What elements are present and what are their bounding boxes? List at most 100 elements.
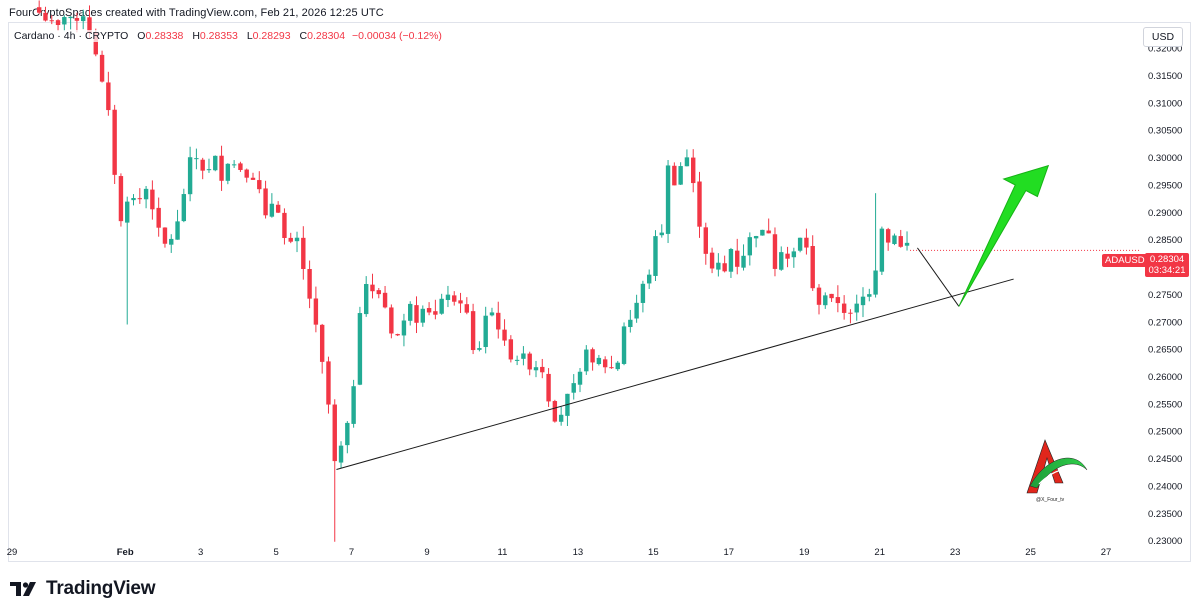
price-tick-label: 0.26000 — [1148, 372, 1182, 383]
candle-up — [797, 237, 803, 251]
candle-down — [43, 12, 48, 21]
candle-up — [571, 383, 576, 393]
time-tick-label: 19 — [799, 547, 810, 558]
candle-up — [741, 255, 746, 268]
candle-down — [36, 7, 42, 13]
price-tick-label: 0.24000 — [1148, 481, 1182, 492]
candle-down — [370, 284, 375, 292]
candle-up — [854, 303, 859, 313]
candle-up — [445, 294, 451, 300]
candle-down — [307, 269, 312, 299]
change-value: −0.00034 (−0.12%) — [352, 30, 442, 42]
candle-down — [250, 177, 256, 180]
price-tick-label: 0.30000 — [1148, 153, 1182, 164]
candle-up — [187, 157, 193, 195]
tradingview-brand[interactable]: TradingView — [10, 578, 156, 600]
candle-up — [678, 166, 683, 185]
price-tick-label: 0.30500 — [1148, 126, 1182, 137]
candle-down — [672, 165, 677, 186]
candle-down — [458, 300, 463, 304]
candle-down — [275, 204, 281, 213]
exchange-label: CRYPTO — [84, 30, 129, 42]
time-axis[interactable]: 29 Feb 3 5 7 9 11 13 15 17 19 21 23 25 27 — [7, 547, 1112, 558]
candle-up — [401, 320, 407, 336]
candle-down — [93, 32, 98, 55]
candle-down — [816, 287, 822, 305]
candle-up — [439, 298, 444, 314]
candle-up — [577, 371, 583, 385]
candle-up — [175, 221, 180, 240]
currency-button[interactable]: USD — [1143, 27, 1183, 47]
candle-down — [156, 207, 161, 228]
candle-down — [829, 293, 834, 299]
candle-up — [533, 367, 539, 371]
candle-down — [785, 253, 790, 259]
logo-swoosh-tail — [1038, 468, 1082, 485]
projection-line — [917, 247, 960, 307]
candle-up — [294, 237, 300, 242]
candle-up — [169, 238, 174, 245]
candle-up — [68, 16, 73, 19]
time-tick-label: 23 — [950, 547, 961, 558]
price-axis[interactable]: 0.32000 0.31500 0.31000 0.30500 0.30000 0.295… — [1148, 44, 1182, 547]
candle-down — [288, 237, 293, 242]
candle-down — [137, 198, 143, 200]
candle-down — [414, 305, 419, 323]
price-tick-label: 0.31000 — [1148, 98, 1182, 109]
candle-down — [735, 250, 740, 267]
candle-down — [301, 237, 306, 269]
candle-down — [55, 20, 61, 26]
legend-separator: · — [57, 30, 61, 42]
tradingview-wordmark: TradingView — [46, 578, 156, 599]
candle-up — [646, 274, 652, 284]
candle-down — [282, 212, 287, 238]
candle-down — [766, 230, 771, 234]
candle-down — [835, 297, 841, 304]
candle-up — [338, 445, 344, 463]
candle-up — [665, 165, 671, 234]
candle-up — [879, 228, 885, 272]
candle-up — [753, 236, 759, 239]
price-tick-label: 0.25500 — [1148, 399, 1182, 410]
candle-down — [898, 236, 903, 247]
candle-down — [99, 54, 105, 82]
candle-down — [602, 359, 608, 368]
price-tick-label: 0.31500 — [1148, 71, 1182, 82]
candle-down — [470, 311, 476, 351]
candle-up — [231, 164, 237, 166]
candle-down — [772, 234, 778, 269]
candle-up — [483, 315, 488, 348]
time-tick-label: 9 — [424, 547, 429, 558]
candle-down — [263, 188, 268, 216]
candle-up — [628, 319, 633, 328]
time-tick-label: 7 — [349, 547, 354, 558]
low-label: L — [246, 30, 253, 42]
candle-down — [810, 246, 815, 289]
time-tick-label: 27 — [1101, 547, 1112, 558]
candle-down — [502, 329, 507, 341]
price-tick-label: 0.29000 — [1148, 208, 1182, 219]
candle-up — [860, 296, 866, 306]
candle-down — [200, 159, 205, 171]
candle-down — [112, 109, 117, 175]
candle-down — [426, 308, 432, 313]
price-tick-label: 0.28500 — [1148, 235, 1182, 246]
candle-down — [389, 307, 394, 334]
interval-label[interactable]: 4h — [63, 30, 76, 42]
price-tick-label: 0.24500 — [1148, 454, 1182, 465]
price-tick-label: 0.29500 — [1148, 180, 1182, 191]
candle-up — [867, 294, 872, 297]
candle-down — [395, 334, 400, 336]
candle-down — [609, 367, 614, 369]
low-value: 0.28293 — [252, 30, 291, 42]
symbol-name[interactable]: Cardano — [14, 30, 55, 42]
candle-up — [408, 303, 413, 321]
support-trendline — [336, 278, 1014, 470]
time-tick-label: 25 — [1025, 547, 1036, 558]
candle-up — [521, 353, 526, 359]
candle-up — [345, 422, 350, 446]
legend-separator: · — [78, 30, 82, 42]
candle-down — [244, 169, 249, 178]
candle-up — [760, 229, 765, 236]
